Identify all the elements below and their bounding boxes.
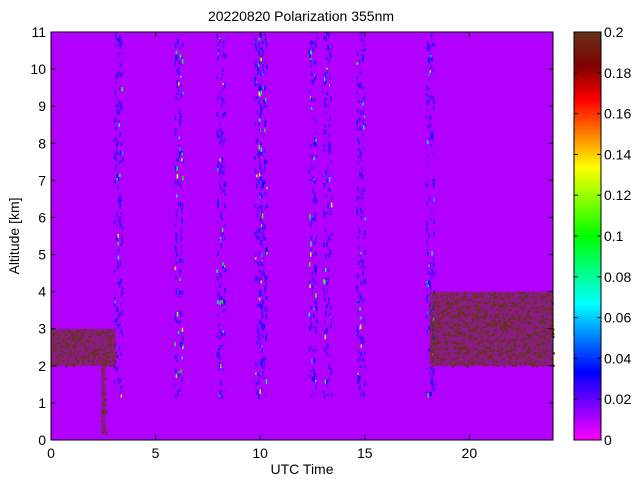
x-tick-label: 0: [47, 445, 55, 461]
y-tick-label: 6: [38, 209, 46, 225]
heatmap-streak: [258, 33, 268, 397]
y-tick-label: 4: [38, 284, 46, 300]
y-tick-label: 10: [30, 61, 46, 77]
heatmap-streak: [322, 32, 333, 400]
y-tick-label: 0: [38, 432, 46, 448]
plot-frame: [50, 31, 554, 441]
heatmap-region: [101, 358, 108, 435]
x-tick-label: 20: [462, 445, 478, 461]
y-tick-label: 11: [31, 24, 46, 40]
colorbar-tick-label: 0.18: [604, 65, 631, 81]
y-tick-label: 1: [38, 395, 46, 411]
x-tick-label: 10: [252, 445, 268, 461]
y-tick-label: 3: [38, 321, 46, 337]
heatmap-streak: [174, 38, 185, 399]
y-tick-label: 2: [38, 358, 46, 374]
x-axis-label: UTC Time: [271, 461, 334, 477]
colorbar-tick-label: 0.08: [604, 269, 631, 285]
colorbar: 0 0.02 0.04 0.06 0.08 0.1 0.12 0.14 0.16 0.18 0.2: [573, 24, 631, 448]
heatmap-streak: [308, 36, 319, 398]
colorbar-tick-label: 0.1: [604, 228, 624, 244]
x-axis: 0 5 10 15 20: [47, 32, 477, 461]
heatmap-layer: [51, 32, 553, 440]
colorbar-tick-label: 0.14: [604, 146, 631, 162]
chart-title: 20220820 Polarization 355nm: [208, 8, 394, 24]
y-tick-label: 8: [38, 135, 46, 151]
heatmap-plot-area: [50, 31, 555, 441]
colorbar-tick-label: 0.02: [604, 391, 631, 407]
y-tick-label: 7: [38, 172, 46, 188]
x-tick-label: 15: [357, 445, 373, 461]
heatmap-streak: [356, 32, 367, 397]
heatmap-streak: [216, 33, 227, 400]
colorbar-gradient: [573, 31, 602, 441]
colorbar-tick-label: 0: [604, 432, 612, 448]
colorbar-tick-label: 0.06: [604, 310, 631, 326]
colorbar-tick-label: 0.16: [604, 106, 631, 122]
colorbar-tick-label: 0.2: [604, 24, 624, 40]
heatmap-region: [51, 328, 118, 368]
y-tick-label: 5: [38, 247, 46, 263]
y-axis-label: Altitude [km]: [6, 197, 22, 274]
colorbar-ticks: 0 0.02 0.04 0.06 0.08 0.1 0.12 0.14 0.16 0.18 0.2: [574, 24, 631, 448]
heatmap-regions: [51, 291, 555, 435]
heatmap-region: [429, 291, 555, 368]
heatmap-streak: [425, 33, 436, 398]
colorbar-tick-label: 0.12: [604, 187, 631, 203]
colorbar-tick-label: 0.04: [604, 350, 631, 366]
heatmap-base: [51, 32, 553, 440]
x-tick-label: 5: [152, 445, 160, 461]
y-axis: 0 1 2 3 4 5 6 7 8 9 10 11: [30, 24, 553, 448]
y-tick-label: 9: [38, 98, 46, 114]
